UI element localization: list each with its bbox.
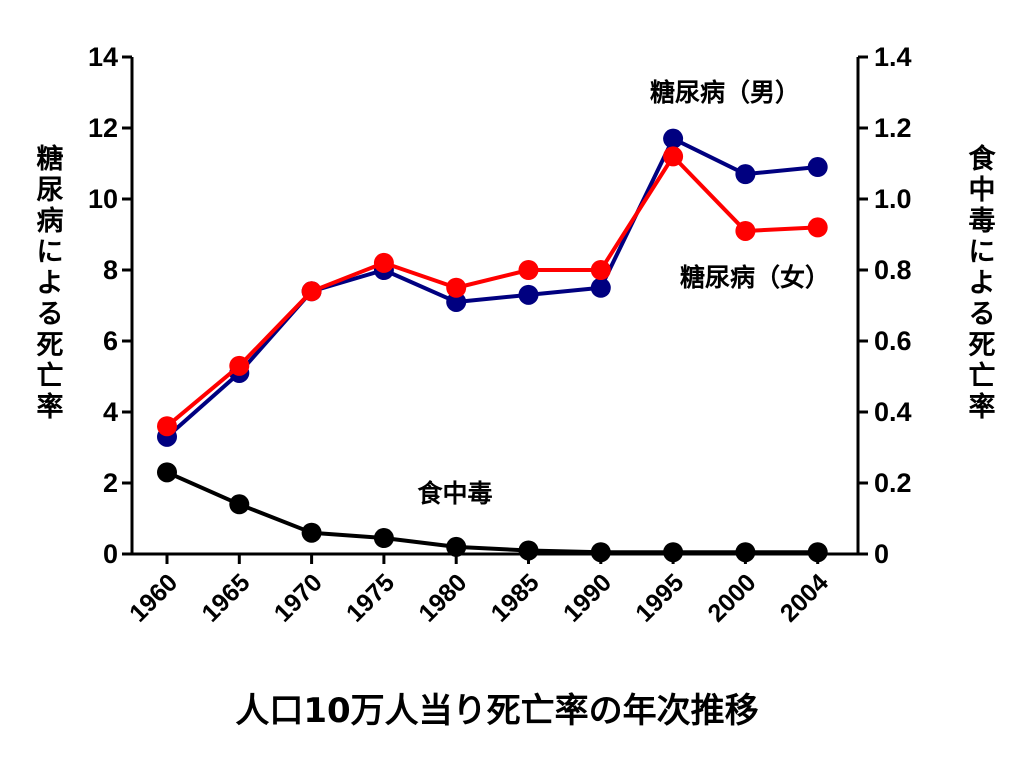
right-y-tick-label: 0.6 — [874, 326, 912, 356]
data-point — [663, 542, 684, 563]
right-y-tick-label: 0.4 — [874, 397, 912, 427]
axes: 0 2 4 6 8 10 12 14 0 0.2 0.4 0.6 0.8 1.0 1.2 1.4 1960 196… — [37, 42, 997, 628]
data-point — [590, 277, 611, 298]
data-point — [518, 284, 539, 305]
series-label-food-poisoning: 食中毒 — [417, 479, 492, 508]
right-axis-label-char: 死 — [969, 330, 996, 361]
chart-title: 人口10万人当り死亡率の年次推移 — [235, 691, 758, 731]
data-point — [157, 462, 177, 483]
labels: 糖尿病（男） 糖尿病（女） 食中毒 人口10万人当り死亡率の年次推移 — [235, 78, 830, 731]
left-y-tick-label: 2 — [103, 468, 118, 498]
data-point — [446, 536, 467, 557]
data-point — [446, 291, 467, 312]
left-y-tick-label: 6 — [103, 326, 118, 356]
series-line — [165, 154, 818, 428]
left-axis-label-char: る — [37, 299, 64, 330]
left-y-tick-label: 4 — [103, 397, 118, 427]
data-point — [301, 281, 322, 302]
right-axis-label-char: よ — [969, 268, 996, 299]
data-point — [590, 542, 611, 563]
series-1 — [157, 146, 828, 437]
right-axis-label-char: る — [969, 299, 996, 330]
left-y-tick-label: 10 — [88, 184, 118, 214]
data-point — [157, 416, 177, 437]
x-tick-label: 2004 — [775, 568, 834, 627]
right-y-tick-label: 1.0 — [874, 184, 912, 214]
data-point — [735, 220, 756, 241]
series-line — [166, 470, 818, 555]
x-tick-label: 2000 — [703, 568, 762, 627]
right-axis-label-char: 中 — [969, 175, 996, 206]
right-axis-label-char: 食 — [969, 143, 997, 175]
data-point — [373, 252, 394, 273]
data-point — [807, 157, 828, 178]
left-axis-label-char: 病 — [37, 206, 64, 237]
data-point — [229, 355, 250, 376]
left-y-tick-label: 0 — [103, 539, 118, 569]
left-y-tick-label: 12 — [88, 113, 118, 143]
series-label-male: 糖尿病（男） — [650, 78, 800, 107]
data-point — [229, 494, 250, 515]
x-tick-label: 1975 — [341, 568, 400, 627]
data-point — [590, 260, 611, 280]
left-axis-label-char: よ — [37, 268, 64, 299]
x-tick-label: 1995 — [630, 568, 689, 627]
data-point — [373, 528, 394, 549]
data-point — [301, 522, 322, 543]
data-point — [735, 164, 756, 185]
right-y-tick-label: 1.2 — [874, 113, 912, 143]
x-tick-label: 1960 — [124, 568, 183, 627]
x-tick-label: 1970 — [269, 568, 328, 627]
right-y-tick-label: 0 — [874, 539, 889, 569]
data-point — [446, 277, 467, 298]
left-y-tick-label: 14 — [88, 42, 118, 72]
data-point — [807, 542, 828, 563]
left-axis-label-char: 率 — [37, 391, 64, 423]
right-axis-label-char: 率 — [969, 391, 996, 423]
x-tick-label: 1985 — [486, 568, 545, 627]
data-point — [735, 542, 756, 563]
right-axis-label-char: 亡 — [969, 361, 996, 392]
data-point — [518, 260, 539, 280]
left-axis-label-char: 尿 — [37, 175, 64, 206]
series-2 — [157, 462, 828, 563]
x-tick-label: 1980 — [413, 568, 472, 627]
series-label-female: 糖尿病（女） — [680, 263, 830, 292]
right-y-tick-label: 0.8 — [874, 255, 912, 285]
right-axis-label-char: に — [969, 237, 996, 268]
data-point — [663, 146, 684, 167]
data-point — [518, 540, 539, 561]
right-y-tick-label: 1.4 — [874, 42, 912, 72]
series-layer — [157, 128, 828, 563]
data-point — [663, 128, 684, 149]
left-axis-label-char: 死 — [37, 330, 64, 361]
right-axis-label-char: 毒 — [969, 206, 996, 237]
right-y-tick-label: 0.2 — [874, 468, 912, 498]
x-tick-label: 1965 — [196, 568, 255, 627]
left-axis-label-char: 糖 — [37, 143, 64, 175]
left-y-tick-label: 8 — [103, 255, 118, 285]
data-point — [807, 217, 828, 238]
left-axis-label-char: に — [37, 237, 64, 268]
left-axis-label-char: 亡 — [37, 361, 64, 392]
series-line — [165, 136, 818, 439]
x-tick-label: 1990 — [558, 568, 617, 627]
